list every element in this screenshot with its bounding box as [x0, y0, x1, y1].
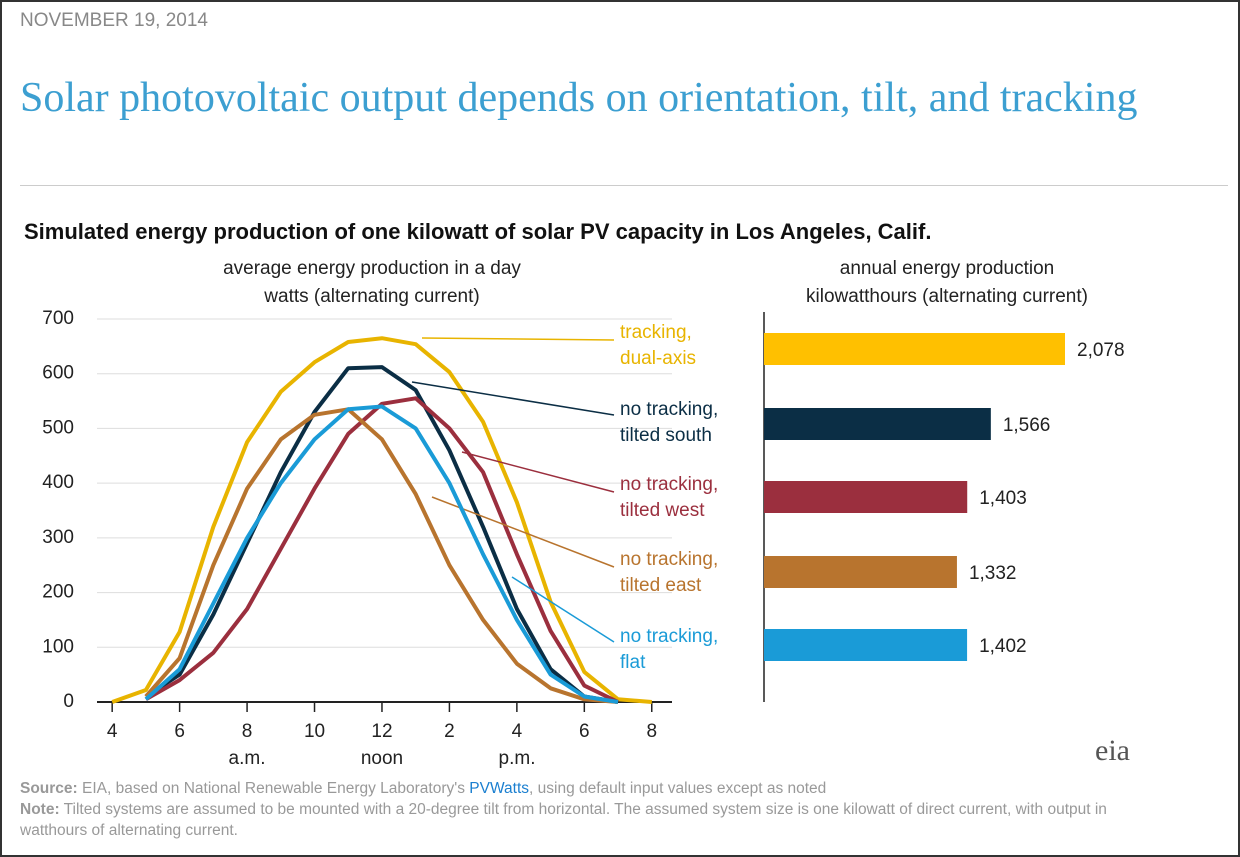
period-label: noon — [361, 748, 403, 769]
source-text: , using default input values except as n… — [529, 780, 827, 797]
y-tick-label: 700 — [42, 308, 74, 329]
divider — [20, 185, 1228, 186]
chart-subtitle: Simulated energy production of one kilow… — [24, 219, 932, 244]
leader-line — [461, 451, 615, 493]
bar — [764, 629, 968, 661]
chart-title: average energy production in a day — [223, 258, 521, 279]
y-tick-label: 500 — [42, 417, 74, 438]
footer: Source: EIA, based on National Renewable… — [20, 778, 1170, 841]
legend-label: no tracking, tilted west — [620, 474, 719, 521]
bar — [764, 333, 1065, 365]
y-axis-label: watts (alternating current) — [264, 286, 480, 307]
legend-label: tracking, dual-axis — [620, 322, 697, 369]
value-label: 1,566 — [1003, 415, 1051, 436]
source-label: Source: — [20, 780, 78, 797]
y-tick-label: 0 — [63, 691, 74, 712]
x-tick-label: 4 — [107, 721, 118, 742]
value-label: 1,403 — [979, 488, 1027, 509]
legend-label: no tracking, flat — [620, 626, 719, 673]
y-tick-label: 400 — [42, 472, 74, 493]
y-tick-label: 100 — [42, 636, 74, 657]
period-label: p.m. — [499, 748, 536, 769]
x-tick-label: 10 — [304, 721, 325, 742]
series-line — [144, 396, 619, 704]
leader-line — [511, 576, 615, 643]
y-tick-label: 300 — [42, 527, 74, 548]
source-text: EIA, based on National Renewable Energy … — [82, 780, 465, 797]
bar — [764, 481, 968, 513]
leader-line — [411, 381, 615, 416]
x-axis-label: kilowatthours (alternating current) — [806, 286, 1088, 307]
series-line — [144, 365, 619, 704]
value-label: 2,078 — [1077, 340, 1125, 361]
legend-label: no tracking, tilted east — [620, 549, 719, 596]
note-label: Note: — [20, 801, 60, 818]
value-label: 1,402 — [979, 636, 1027, 657]
source: Source: EIA, based on National Renewable… — [20, 778, 1170, 799]
legend-label: no tracking, tilted south — [620, 399, 719, 446]
headline: Solar photovoltaic output depends on ori… — [20, 75, 1138, 121]
logo: eia — [1095, 734, 1130, 767]
x-tick-label: 4 — [512, 721, 523, 742]
x-tick-label: 8 — [646, 721, 657, 742]
x-tick-label: 12 — [371, 721, 392, 742]
chart-title: annual energy production — [839, 258, 1055, 279]
series-line — [144, 404, 619, 704]
bar — [764, 556, 957, 588]
x-tick-label: 8 — [242, 721, 253, 742]
note-text: Tilted systems are assumed to be mounted… — [20, 801, 1107, 839]
x-tick-label: 6 — [579, 721, 590, 742]
period-label: a.m. — [229, 748, 266, 769]
y-tick-label: 200 — [42, 582, 74, 603]
series-line — [111, 336, 652, 704]
x-tick-label: 6 — [174, 721, 185, 742]
bar — [764, 408, 991, 440]
date: NOVEMBER 19, 2014 — [20, 10, 208, 31]
source-link[interactable]: PVWatts — [469, 780, 530, 797]
note: Note: Tilted systems are assumed to be m… — [20, 799, 1170, 841]
value-label: 1,332 — [969, 563, 1017, 584]
series-line — [144, 407, 619, 704]
x-tick-label: 2 — [444, 721, 455, 742]
leader-line — [421, 337, 615, 341]
y-tick-label: 600 — [42, 363, 74, 384]
